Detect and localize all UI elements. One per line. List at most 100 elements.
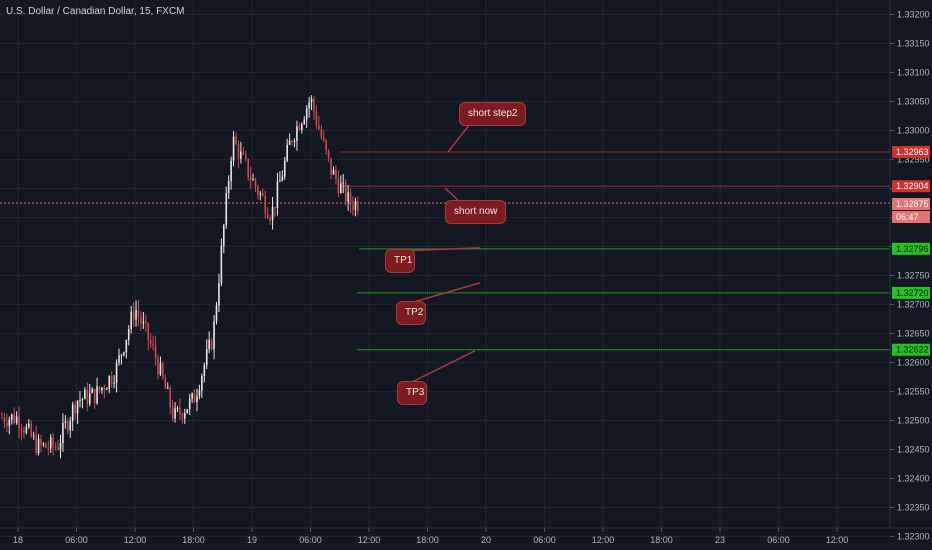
candle-body: [76, 401, 79, 414]
time-axis[interactable]: 18 06:00 12:00 18:00 19 06:00 12:00 18:00 20 06:0…: [13, 528, 848, 545]
price-tag-resistance: [892, 180, 930, 193]
candle-body: [213, 321, 215, 350]
price-tick-label: 1.32650: [897, 329, 930, 339]
time-tick-label: 18:00: [650, 535, 673, 545]
time-tick-label: 12:00: [358, 535, 381, 545]
time-tick-label: 06:00: [65, 535, 88, 545]
candle-body: [23, 430, 25, 433]
candle-body: [293, 140, 296, 143]
candle-body: [196, 396, 198, 403]
annotation-tp3[interactable]: TP3: [397, 381, 427, 405]
candle-body: [174, 408, 176, 419]
time-tick-label: 18: [13, 535, 23, 545]
price-tag-target: [892, 242, 930, 255]
candle-body: [3, 417, 6, 423]
candle-body: [291, 140, 293, 143]
price-tag-label: 1.32622: [896, 345, 929, 355]
candle-body: [205, 348, 208, 365]
candle-body: [230, 160, 232, 182]
candle-body: [42, 443, 45, 445]
candle-body: [40, 438, 42, 445]
price-tick-label: 1.32300: [897, 532, 930, 542]
candle-body: [54, 446, 57, 448]
candle-body: [215, 305, 218, 322]
candle-body: [159, 363, 162, 375]
candle-body: [115, 362, 118, 383]
candle-body: [254, 179, 257, 187]
price-tick-label: 1.33000: [897, 126, 930, 136]
candle-body: [281, 176, 284, 181]
candle-body: [132, 311, 135, 320]
candle-body: [64, 421, 67, 423]
candle-body: [169, 387, 171, 408]
candle-body: [32, 435, 35, 437]
candle-body: [237, 144, 240, 159]
annotation-short-step2[interactable]: short step2: [459, 102, 527, 126]
candle-body: [220, 245, 223, 284]
price-tick-label: 1.33200: [897, 10, 930, 20]
candle-body: [354, 201, 357, 210]
candle-body: [84, 389, 86, 400]
candle-body: [271, 207, 274, 221]
time-tick-label: 06:00: [767, 535, 790, 545]
price-tick-label: 1.32750: [897, 271, 930, 281]
candle-body: [342, 182, 345, 184]
price-tick-label: 1.32950: [897, 155, 930, 165]
candle-body: [240, 151, 242, 159]
candle-body: [108, 376, 111, 389]
price-tag-label: 1.32875: [896, 199, 929, 209]
time-tick-label: 18:00: [416, 535, 439, 545]
candle-body: [28, 423, 30, 427]
candle-body: [49, 437, 52, 449]
candle-body: [118, 355, 120, 363]
candle-body: [152, 343, 154, 346]
candle-body: [335, 169, 337, 179]
price-tick-label: 1.32400: [897, 474, 930, 484]
candle-body: [20, 428, 23, 431]
candle-body: [252, 179, 254, 181]
chart-grid: [0, 0, 890, 537]
annotation-connector: [444, 187, 459, 201]
candle-body: [308, 102, 310, 109]
price-tick-label: 1.32550: [897, 387, 930, 397]
candle-body: [264, 195, 267, 214]
candle-body: [357, 201, 359, 212]
candle-body: [210, 339, 213, 350]
time-tick-label: 18:00: [182, 535, 205, 545]
price-tag-label: 1.32720: [896, 288, 929, 298]
candle-body: [193, 393, 196, 403]
candle-body: [67, 421, 69, 431]
candle-body: [225, 193, 228, 226]
candle-body: [103, 387, 106, 390]
candle-body: [52, 437, 54, 447]
candle-body: [249, 177, 252, 181]
candle-body: [86, 389, 89, 404]
annotation-tp2[interactable]: TP2: [396, 301, 426, 325]
price-tags: 1.32963 1.32904 1.32875 06:47 1.32796 1.32720…: [892, 145, 930, 356]
candle-body: [298, 126, 301, 131]
candle-body: [279, 180, 281, 182]
price-tag-countdown: [892, 211, 930, 223]
candle-body: [93, 388, 96, 404]
candle-body: [286, 144, 288, 161]
candle-body: [340, 183, 342, 193]
candle-body: [305, 108, 308, 120]
annotation-connector: [447, 123, 471, 153]
candle-body: [96, 386, 98, 404]
candlestick-series: [1, 95, 359, 459]
candle-body: [110, 376, 113, 384]
candle-body: [123, 352, 125, 355]
candle-body: [145, 321, 147, 324]
candle-body: [352, 204, 354, 210]
candle-body: [157, 358, 159, 375]
candle-body: [147, 323, 150, 341]
price-tag-label: 1.32904: [896, 181, 929, 191]
candle-body: [235, 136, 237, 145]
time-tick-label: 06:00: [299, 535, 322, 545]
annotation-tp1[interactable]: TP1: [385, 249, 415, 273]
time-tick-label: 12:00: [124, 535, 147, 545]
annotation-short-now[interactable]: short now: [445, 200, 507, 224]
price-tag-resistance: [892, 145, 930, 158]
price-tick-label: 1.33050: [897, 97, 930, 107]
